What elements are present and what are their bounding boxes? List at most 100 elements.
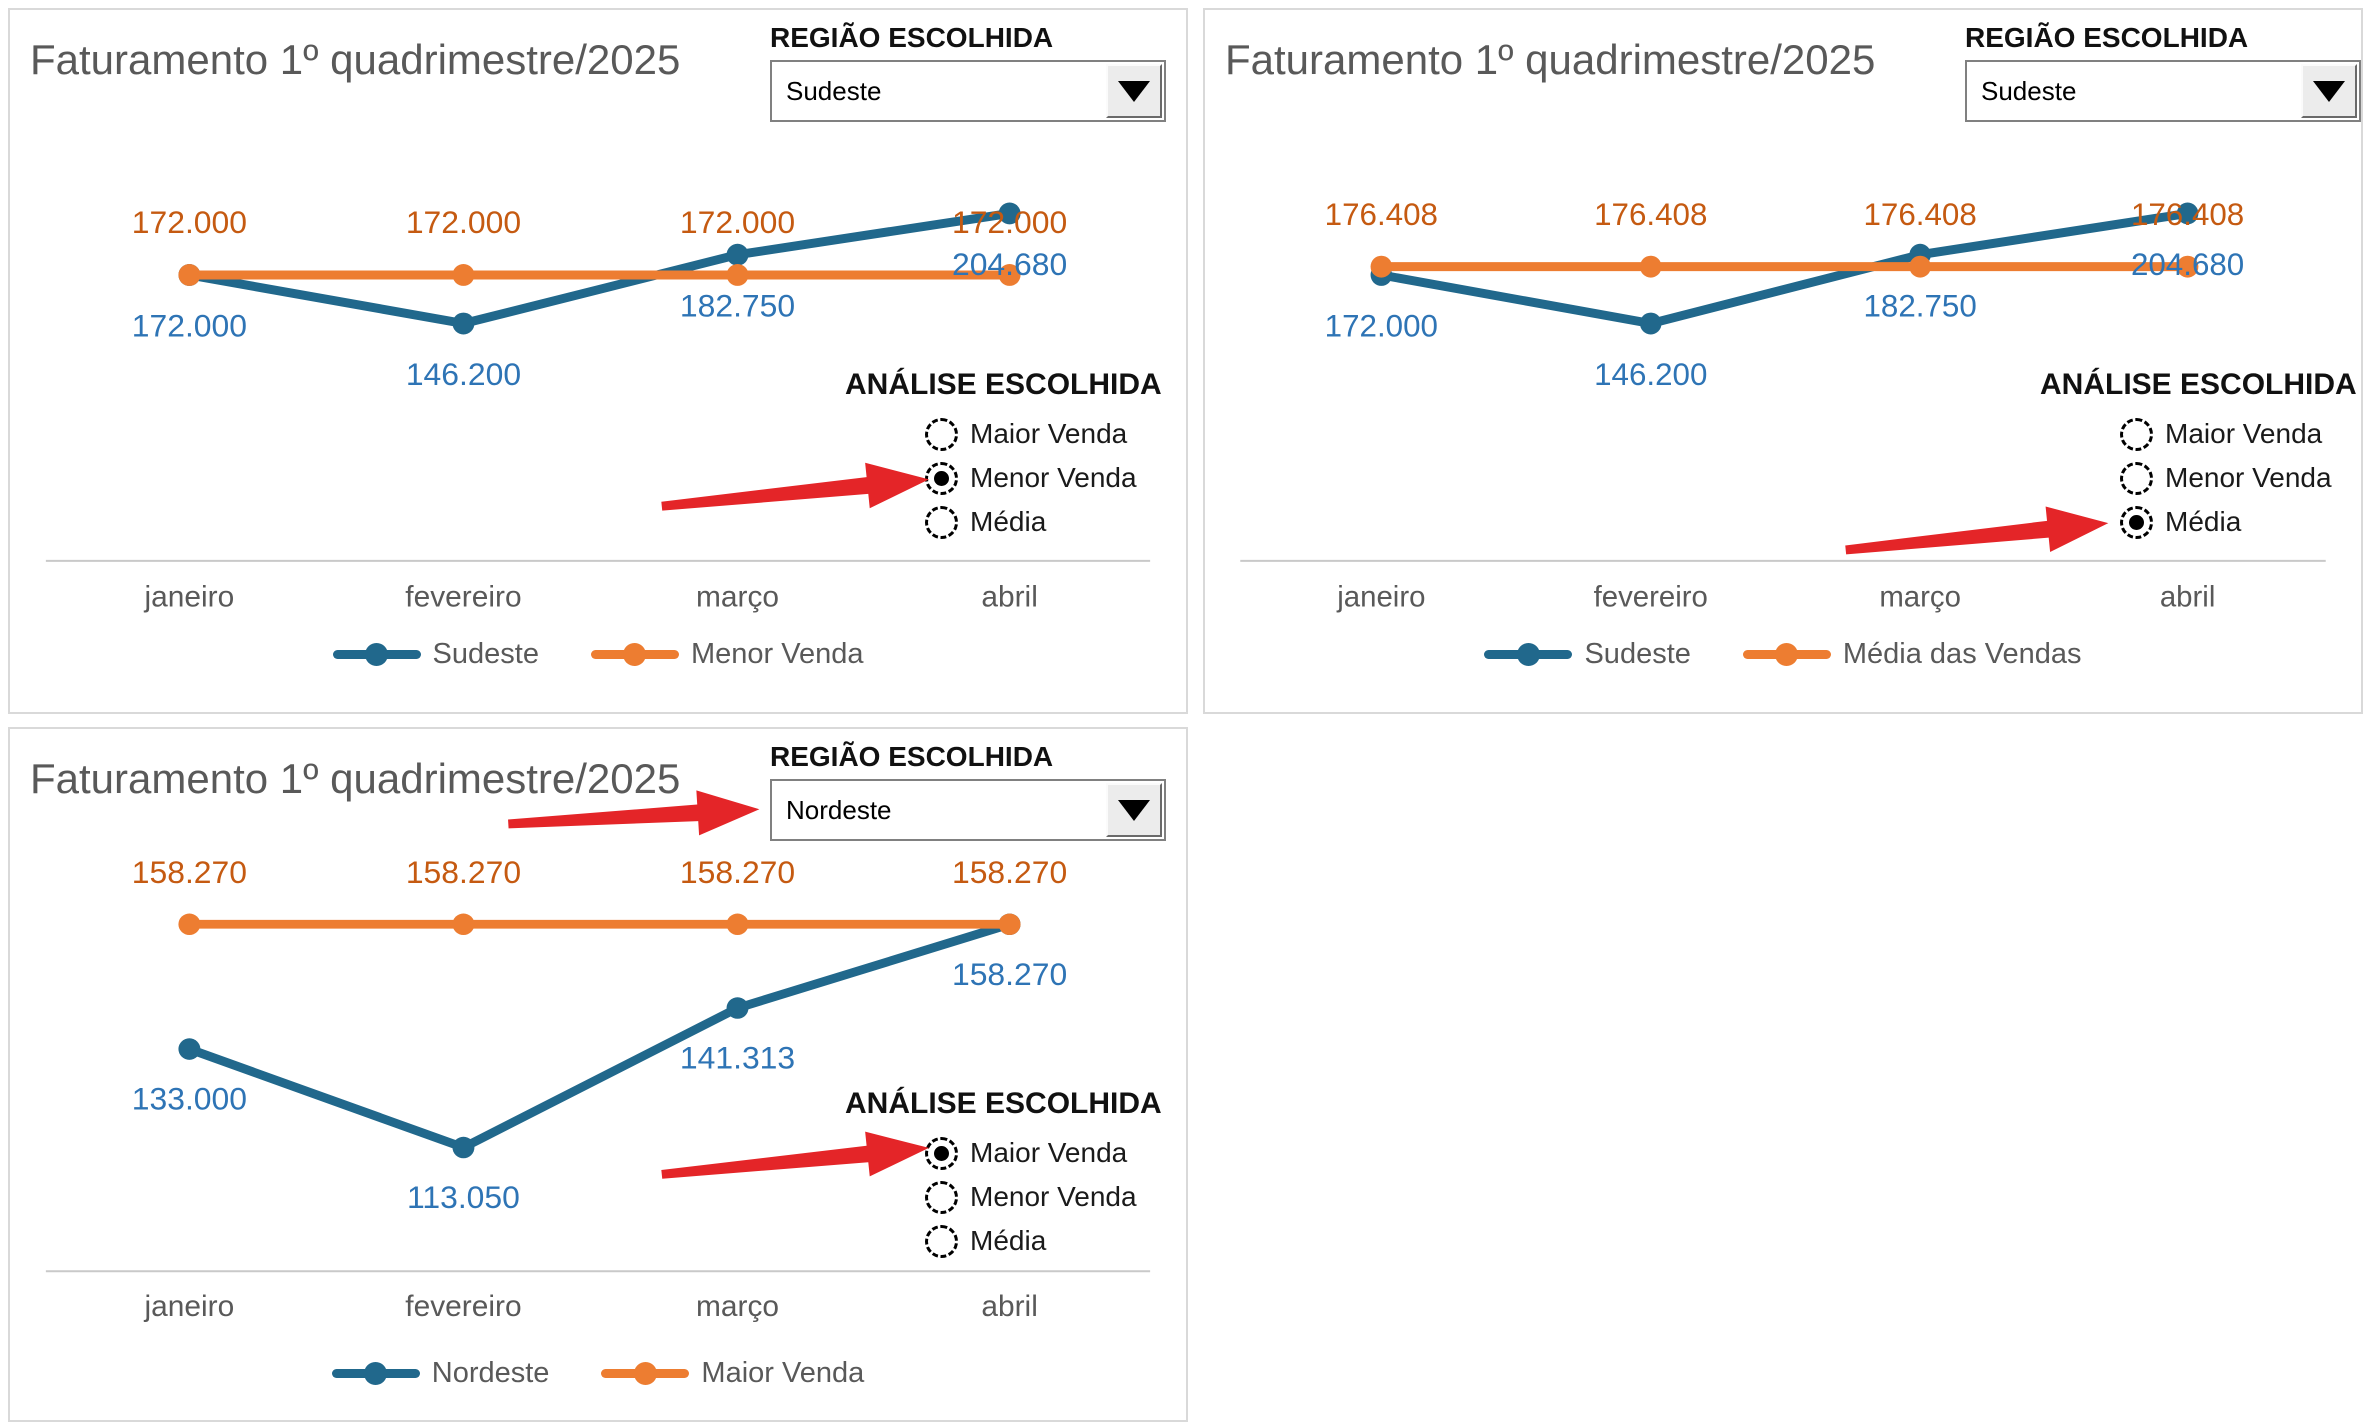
legend-line-marker-icon (590, 643, 679, 666)
legend-dot-icon (1516, 643, 1540, 666)
legend-line-marker-icon (331, 1362, 420, 1385)
data-label: 176.408 (2131, 196, 2244, 232)
data-point-marker (178, 913, 201, 936)
radio-unselected-icon[interactable] (925, 1180, 958, 1214)
data-point-marker (178, 1038, 201, 1060)
radio-option-label: Menor Venda (970, 462, 1137, 493)
radio-option-label: Maior Venda (2165, 418, 2323, 449)
legend-item: Sudeste (1484, 638, 1691, 671)
data-point-marker (1909, 255, 1931, 278)
radio-unselected-icon[interactable] (925, 1224, 958, 1258)
data-label: 182.750 (1864, 287, 1977, 323)
data-label: 158.270 (952, 956, 1067, 992)
legend-line-marker-icon (1484, 643, 1573, 666)
radio-selected-icon[interactable] (925, 1136, 958, 1170)
x-axis-label: abril (981, 1290, 1037, 1323)
data-label: 172.000 (680, 204, 795, 240)
legend-item: Sudeste (332, 638, 539, 671)
data-point-marker (726, 913, 749, 936)
data-label: 172.000 (406, 204, 521, 240)
data-label: 176.408 (1864, 196, 1977, 232)
data-point-marker (452, 264, 475, 286)
data-point-marker (1370, 255, 1393, 278)
data-point-marker (1639, 255, 1662, 278)
x-axis-label: fevereiro (405, 1290, 521, 1323)
data-label: 172.000 (132, 308, 247, 344)
region-dropdown[interactable]: Sudeste (1965, 60, 2361, 122)
legend-line-marker-icon (1742, 643, 1831, 666)
data-label: 146.200 (406, 356, 521, 392)
radio-option-label: Menor Venda (2165, 462, 2332, 493)
region-dropdown-value: Sudeste (1981, 76, 2077, 106)
legend-label: Menor Venda (690, 638, 864, 670)
legend-line-marker-icon (601, 1362, 690, 1385)
legend-label: Sudeste (432, 638, 539, 670)
radio-option-maior-venda[interactable]: Maior Venda (925, 416, 1147, 452)
radio-unselected-icon[interactable] (2120, 461, 2153, 495)
radio-unselected-icon[interactable] (925, 417, 958, 451)
x-axis-label: abril (981, 581, 1038, 614)
radio-option-maior-venda[interactable]: Maior Venda (925, 1135, 1147, 1171)
series-line-sudeste (184, 208, 1015, 328)
legend-label: Sudeste (1584, 638, 1691, 670)
chart-legend: Sudeste Menor Venda (10, 638, 1186, 671)
chart-title: Faturamento 1º quadrimestre/2025 (30, 755, 681, 802)
radio-option-média[interactable]: Média (2120, 504, 2342, 540)
chevron-down-icon (1118, 799, 1150, 821)
data-label: 172.000 (952, 204, 1067, 240)
legend-dot-icon (365, 643, 389, 666)
dropdown-arrow-button[interactable] (1106, 64, 1162, 118)
line-chart: 172.000 146.200 182.750 204.680 172.000 172.0… (45, 202, 1151, 614)
region-dropdown-value: Nordeste (786, 795, 892, 825)
legend-dot-icon (633, 1362, 657, 1385)
data-point-marker (998, 264, 1021, 286)
legend-label: Maior Venda (701, 1357, 865, 1389)
radio-option-menor-venda[interactable]: Menor Venda (925, 1179, 1147, 1215)
data-label: 172.000 (132, 204, 247, 240)
region-label: REGIÃO ESCOLHIDA (1965, 22, 2249, 53)
radio-option-média[interactable]: Média (925, 504, 1147, 540)
radio-option-label: Média (2165, 506, 2242, 537)
data-point-marker (726, 997, 749, 1019)
x-axis-label: janeiro (144, 581, 235, 614)
radio-option-média[interactable]: Média (925, 1223, 1147, 1259)
data-label: 141.313 (680, 1040, 795, 1076)
data-label: 158.270 (680, 854, 795, 890)
legend-item: Maior Venda (601, 1357, 864, 1390)
legend-dot-icon (1775, 643, 1799, 666)
analysis-group: ANÁLISE ESCOLHIDA Maior Venda Menor Venda… (845, 1087, 1162, 1267)
data-label: 146.200 (1594, 356, 1707, 392)
data-label: 133.000 (132, 1081, 247, 1117)
legend-dot-icon (364, 1362, 388, 1385)
faturamento-panel-1: 172.000 146.200 182.750 204.680 172.000 172.0… (8, 8, 1188, 714)
x-axis-label: março (696, 581, 779, 614)
analysis-label: ANÁLISE ESCOLHIDA (2040, 368, 2357, 401)
radio-dot (2129, 514, 2144, 530)
chevron-down-icon (1118, 80, 1150, 102)
line-chart: 133.000 113.050 141.313 158.270 158.270 158.2… (45, 854, 1151, 1323)
data-point-marker (726, 264, 749, 286)
radio-option-menor-venda[interactable]: Menor Venda (2120, 460, 2342, 496)
chart-legend: Nordeste Maior Venda (10, 1357, 1186, 1390)
radio-option-label: Menor Venda (970, 1181, 1137, 1212)
x-axis-label: janeiro (144, 1290, 235, 1323)
radio-unselected-icon[interactable] (925, 505, 958, 539)
legend-item: Nordeste (331, 1357, 549, 1390)
radio-selected-icon[interactable] (925, 461, 958, 495)
dropdown-arrow-button[interactable] (2301, 64, 2357, 118)
radio-selected-icon[interactable] (2120, 505, 2153, 539)
radio-unselected-icon[interactable] (2120, 417, 2153, 451)
region-dropdown[interactable]: Sudeste (770, 60, 1166, 122)
data-label: 182.750 (680, 287, 795, 323)
radio-option-maior-venda[interactable]: Maior Venda (2120, 416, 2342, 452)
data-label: 176.408 (1325, 196, 1438, 232)
data-point-marker (452, 1136, 475, 1159)
legend-item: Menor Venda (590, 638, 864, 671)
data-label: 113.050 (407, 1179, 520, 1215)
radio-option-label: Média (970, 506, 1047, 537)
chart-title: Faturamento 1º quadrimestre/2025 (1225, 36, 1876, 83)
radio-option-menor-venda[interactable]: Menor Venda (925, 460, 1147, 496)
region-dropdown[interactable]: Nordeste (770, 779, 1166, 841)
faturamento-panel-2: 172.000 146.200 182.750 204.680 176.408 176.4… (1203, 8, 2363, 714)
dropdown-arrow-button[interactable] (1106, 783, 1162, 837)
